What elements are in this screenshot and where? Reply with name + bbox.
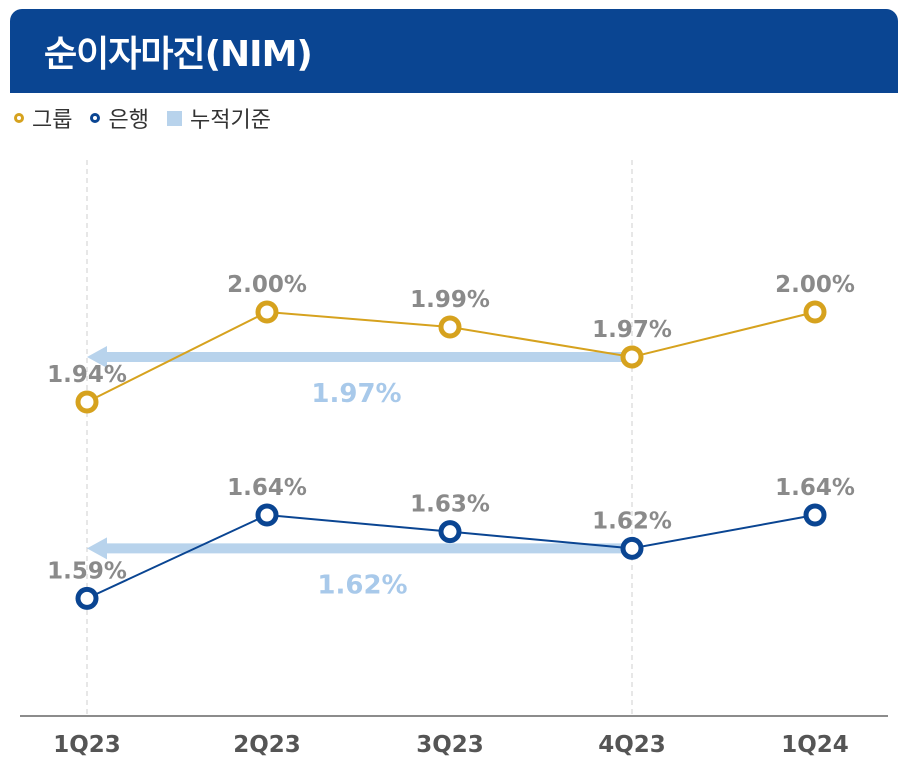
data-label-bank: 1.64% (775, 475, 855, 501)
legend-label-bank: 은행 (108, 108, 149, 133)
legend-square-icon-cumulative (166, 110, 182, 126)
data-point-group (620, 345, 644, 369)
data-point-bank (803, 503, 827, 527)
data-point-group (75, 390, 99, 414)
data-point-group (255, 300, 279, 324)
data-point-group (803, 300, 827, 324)
data-label-group: 1.97% (592, 317, 672, 343)
data-label-group: 1.99% (410, 287, 490, 313)
x-tick-label: 1Q23 (53, 732, 121, 758)
legend-item-bank: 은행 (90, 102, 149, 134)
data-label-bank: 1.62% (592, 508, 672, 534)
legend-label-group: 그룹 (32, 108, 73, 133)
arrow-left-icon-bank (87, 537, 107, 560)
data-label-bank: 1.64% (227, 475, 307, 501)
data-label-bank: 1.63% (410, 492, 490, 518)
data-point-bank (438, 520, 462, 544)
x-tick-label: 1Q24 (781, 732, 849, 758)
x-tick-label: 2Q23 (233, 732, 301, 758)
data-point-bank (75, 586, 99, 610)
cumulative-label-bank: 1.62% (317, 570, 407, 600)
chart-title: 순이자마진(NIM) (44, 34, 313, 75)
data-label-group: 1.94% (47, 362, 127, 388)
chart-header: 순이자마진(NIM) (10, 9, 898, 93)
legend-label-cumulative: 누적기준 (189, 108, 271, 133)
cumulative-label-group: 1.97% (311, 379, 401, 409)
legend-item-cumulative: 누적기준 (166, 102, 271, 134)
data-point-bank (620, 536, 644, 560)
data-label-bank: 1.59% (47, 558, 127, 584)
arrow-left-icon-group (87, 346, 107, 368)
x-tick-label: 3Q23 (416, 732, 484, 758)
legend-item-group: 그룹 (14, 102, 72, 134)
legend-circle-icon-group (14, 113, 24, 123)
legend-circle-icon-bank (90, 113, 101, 123)
data-point-group (438, 315, 462, 339)
data-label-group: 2.00% (775, 272, 855, 298)
data-point-bank (255, 503, 279, 527)
data-label-group: 2.00% (227, 272, 307, 298)
legend: 그룹 은행 누적기준 (14, 102, 289, 134)
x-tick-label: 4Q23 (598, 732, 666, 758)
